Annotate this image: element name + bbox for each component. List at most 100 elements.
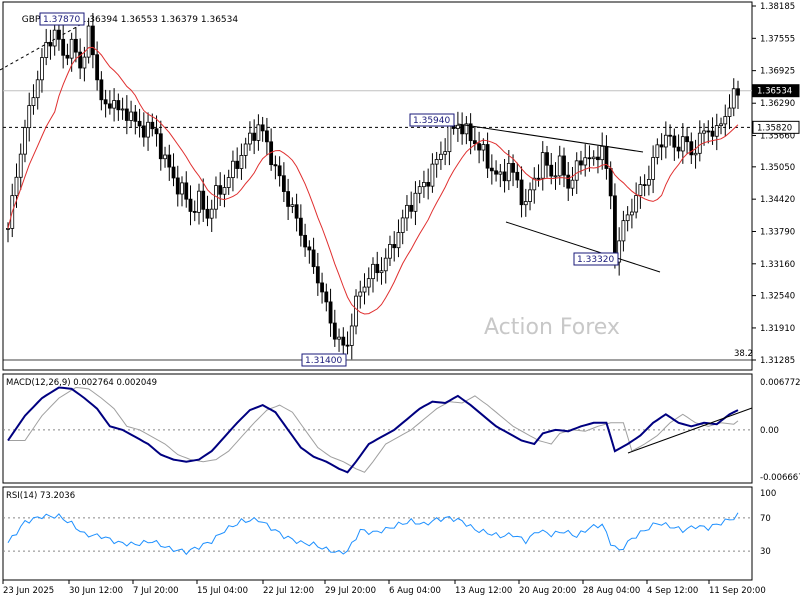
time-axis-label: 22 Jul 12:00 <box>263 586 314 596</box>
candle-body <box>107 103 112 109</box>
candle-body <box>243 143 248 156</box>
rsi-axis-label: 70 <box>760 514 771 524</box>
candle-body <box>443 151 448 155</box>
candle-body <box>290 204 295 207</box>
candle-body <box>634 195 639 213</box>
candle-body <box>324 291 329 303</box>
candle-body <box>358 291 363 297</box>
rsi-panel-frame <box>2 486 753 581</box>
candle-body <box>506 162 511 182</box>
candle-body <box>574 160 579 181</box>
price-axis-label: 1.33790 <box>760 227 795 237</box>
candle-body <box>570 179 575 189</box>
candle-body <box>57 29 61 40</box>
candle-body <box>727 107 732 117</box>
candle-body <box>44 42 49 58</box>
candle-body <box>18 153 23 178</box>
macd-axis-label: -0.006667 <box>760 473 800 483</box>
candle-body <box>731 88 736 109</box>
macd-line <box>7 386 739 474</box>
time-axis-label: 6 Aug 04:00 <box>389 586 441 596</box>
candle-body <box>315 266 320 284</box>
price-annotation-label: 1.33320 <box>577 255 614 265</box>
candle-body <box>320 282 324 293</box>
price-annotation-box <box>301 353 347 367</box>
candle-body <box>472 140 477 145</box>
rsi-line <box>7 512 739 556</box>
time-axis-label: 20 Aug 20:00 <box>519 586 576 596</box>
rsi-axis-label: 30 <box>760 547 771 557</box>
price-axis-label: 1.35660 <box>760 132 795 142</box>
candle-body <box>192 211 197 213</box>
candle-body <box>337 336 341 340</box>
candle-body <box>171 166 176 179</box>
candle-body <box>396 232 401 249</box>
candle-body <box>417 186 422 194</box>
price-axis-label: 1.35050 <box>760 163 795 173</box>
candle-body <box>209 208 214 219</box>
candle-body <box>455 124 460 129</box>
candle-body <box>642 184 647 186</box>
candle-body <box>617 240 622 263</box>
price-panel: 1.38185 1.37555 1.36925 1.36290 1.35660 1.350… <box>0 1 800 371</box>
rsi-panel: RSI(14) 73.2036 100 70 30 <box>2 486 776 581</box>
candle-body <box>485 144 490 169</box>
time-axis-label: 11 Sep 20:00 <box>709 586 766 596</box>
candle-body <box>116 100 121 111</box>
candle-body <box>481 144 486 151</box>
candle-body <box>583 157 588 166</box>
candle-body <box>447 124 452 153</box>
upper-channel-line <box>457 123 644 153</box>
macd-axis-label: 0.006772 <box>760 378 800 388</box>
candle-body <box>201 190 206 210</box>
candle-body <box>74 38 78 53</box>
candle-body <box>557 155 562 177</box>
candle-body <box>31 97 36 106</box>
candle-body <box>141 125 146 138</box>
candle-body <box>40 57 44 81</box>
candle-body <box>608 168 613 197</box>
candle-body <box>137 120 142 127</box>
price-axis-label: 1.37555 <box>760 34 795 44</box>
time-axis-label: 4 Sep 12:00 <box>647 586 698 596</box>
candle-body <box>14 176 19 197</box>
candle-body <box>685 136 689 143</box>
candle-body <box>235 160 240 169</box>
candle-body <box>434 159 439 165</box>
candle-body <box>154 128 159 135</box>
price-axis-label: 1.33160 <box>760 260 795 270</box>
moving-average-line <box>7 46 739 315</box>
price-annotation-label: 1.31400 <box>305 356 342 366</box>
candle-body <box>621 220 626 242</box>
candle-body <box>90 25 95 56</box>
candle-body <box>82 56 87 69</box>
candle-body <box>103 99 108 105</box>
price-axis-label: 1.34420 <box>760 195 795 205</box>
candle-body <box>65 54 70 59</box>
candle-body <box>680 136 685 152</box>
candle-body <box>519 179 524 206</box>
candle-body <box>638 184 643 196</box>
fib-label: 38.2 <box>734 349 753 359</box>
level-price-box <box>752 120 800 134</box>
candle-body <box>540 152 545 179</box>
candle-body <box>646 179 651 186</box>
candle-body <box>175 177 180 195</box>
candle-body <box>629 211 634 216</box>
current-price-box <box>752 84 800 98</box>
price-annotation-label: 1.35940 <box>413 116 450 126</box>
price-annotation-label: 1.37870 <box>43 15 80 25</box>
candle-body <box>197 190 201 213</box>
candle-body <box>596 156 600 161</box>
candle-body <box>625 214 630 222</box>
rsi-axis-label: 100 <box>760 489 776 499</box>
candle-body <box>231 160 235 178</box>
candle-body <box>120 108 125 111</box>
time-axis: 23 Jun 2025 30 Jun 12:00 7 Jul 20:00 15 Jul… <box>2 580 766 596</box>
candle-body <box>668 134 672 137</box>
macd-signal-line <box>8 386 739 473</box>
macd-title: MACD(12,26,9) 0.002764 0.002049 <box>6 378 157 388</box>
candle-body <box>371 263 375 280</box>
candle-body <box>222 187 227 195</box>
